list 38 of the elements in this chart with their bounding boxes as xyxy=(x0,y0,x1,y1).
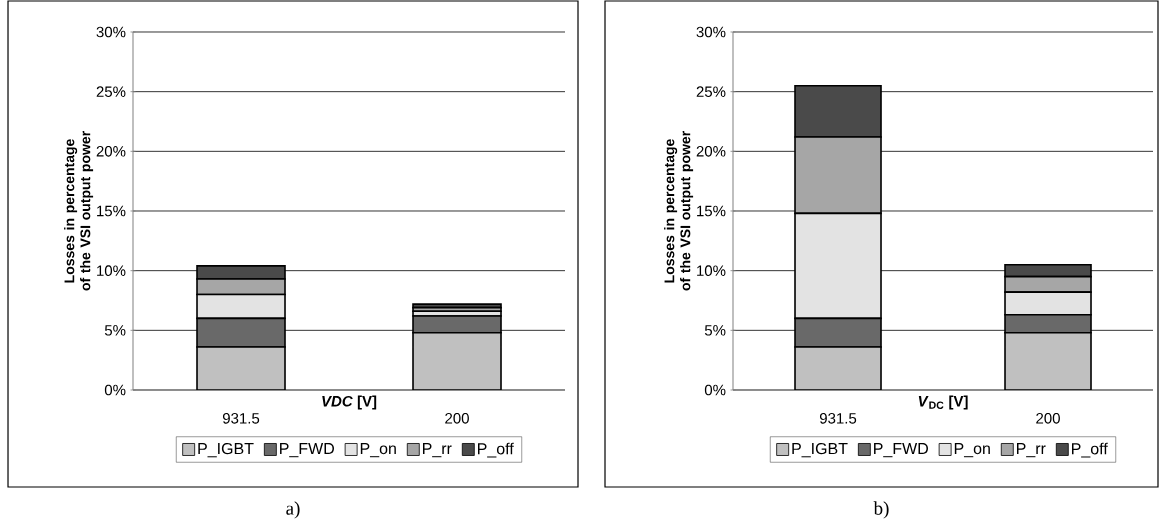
y-tick-label: 30% xyxy=(96,26,126,38)
y-tick-label: 30% xyxy=(696,26,726,38)
legend-label: P_IGBT xyxy=(792,442,848,458)
x-axis-title: V$_{DC}$ [V] xyxy=(918,395,968,410)
y-tick-label: 5% xyxy=(704,325,726,336)
x-tick-label: 931.5 xyxy=(819,413,857,424)
text: b) xyxy=(873,501,889,519)
legend-label: P_on xyxy=(360,443,396,458)
y-tick-label: 15% xyxy=(97,205,126,217)
y-tick-label: 20% xyxy=(96,146,126,157)
bar xyxy=(1004,331,1092,390)
y-tick-label: 0% xyxy=(104,384,126,396)
y-axis-title: Losses in percentage of the VSI output power xyxy=(64,131,94,291)
legend-label: P_off xyxy=(1072,442,1108,458)
y-tick-label: 25% xyxy=(696,86,726,97)
x-tick-label: 200 xyxy=(445,413,469,424)
bar xyxy=(412,331,502,390)
y-tick-label: 5% xyxy=(104,325,126,336)
bar xyxy=(196,346,286,390)
legend-label: P_off xyxy=(478,442,514,458)
legend-label: P_FWD xyxy=(280,443,334,458)
x-tick-label: 931.5 xyxy=(222,413,260,424)
y-tick-label: 15% xyxy=(697,205,726,217)
y-tick-label: 0% xyxy=(704,384,726,396)
legend-label: P_rr xyxy=(422,443,452,458)
legend-label: P_IGBT xyxy=(198,442,254,458)
bar xyxy=(794,346,882,390)
y-tick-label: 25% xyxy=(96,86,126,97)
x-axis-title: VDC [V] xyxy=(322,395,377,410)
legend-label: P_rr xyxy=(1016,443,1046,458)
x-tick-label: 200 xyxy=(1036,413,1060,424)
y-axis-title: Losses in percentage of the VSI output power xyxy=(664,131,694,291)
text: a) xyxy=(286,501,300,519)
y-tick-label: 20% xyxy=(696,146,726,157)
legend-label: P_FWD xyxy=(874,443,928,458)
legend-label: P_on xyxy=(954,443,990,458)
y-tick-label: 10% xyxy=(697,265,726,276)
y-tick-label: 10% xyxy=(97,265,126,276)
